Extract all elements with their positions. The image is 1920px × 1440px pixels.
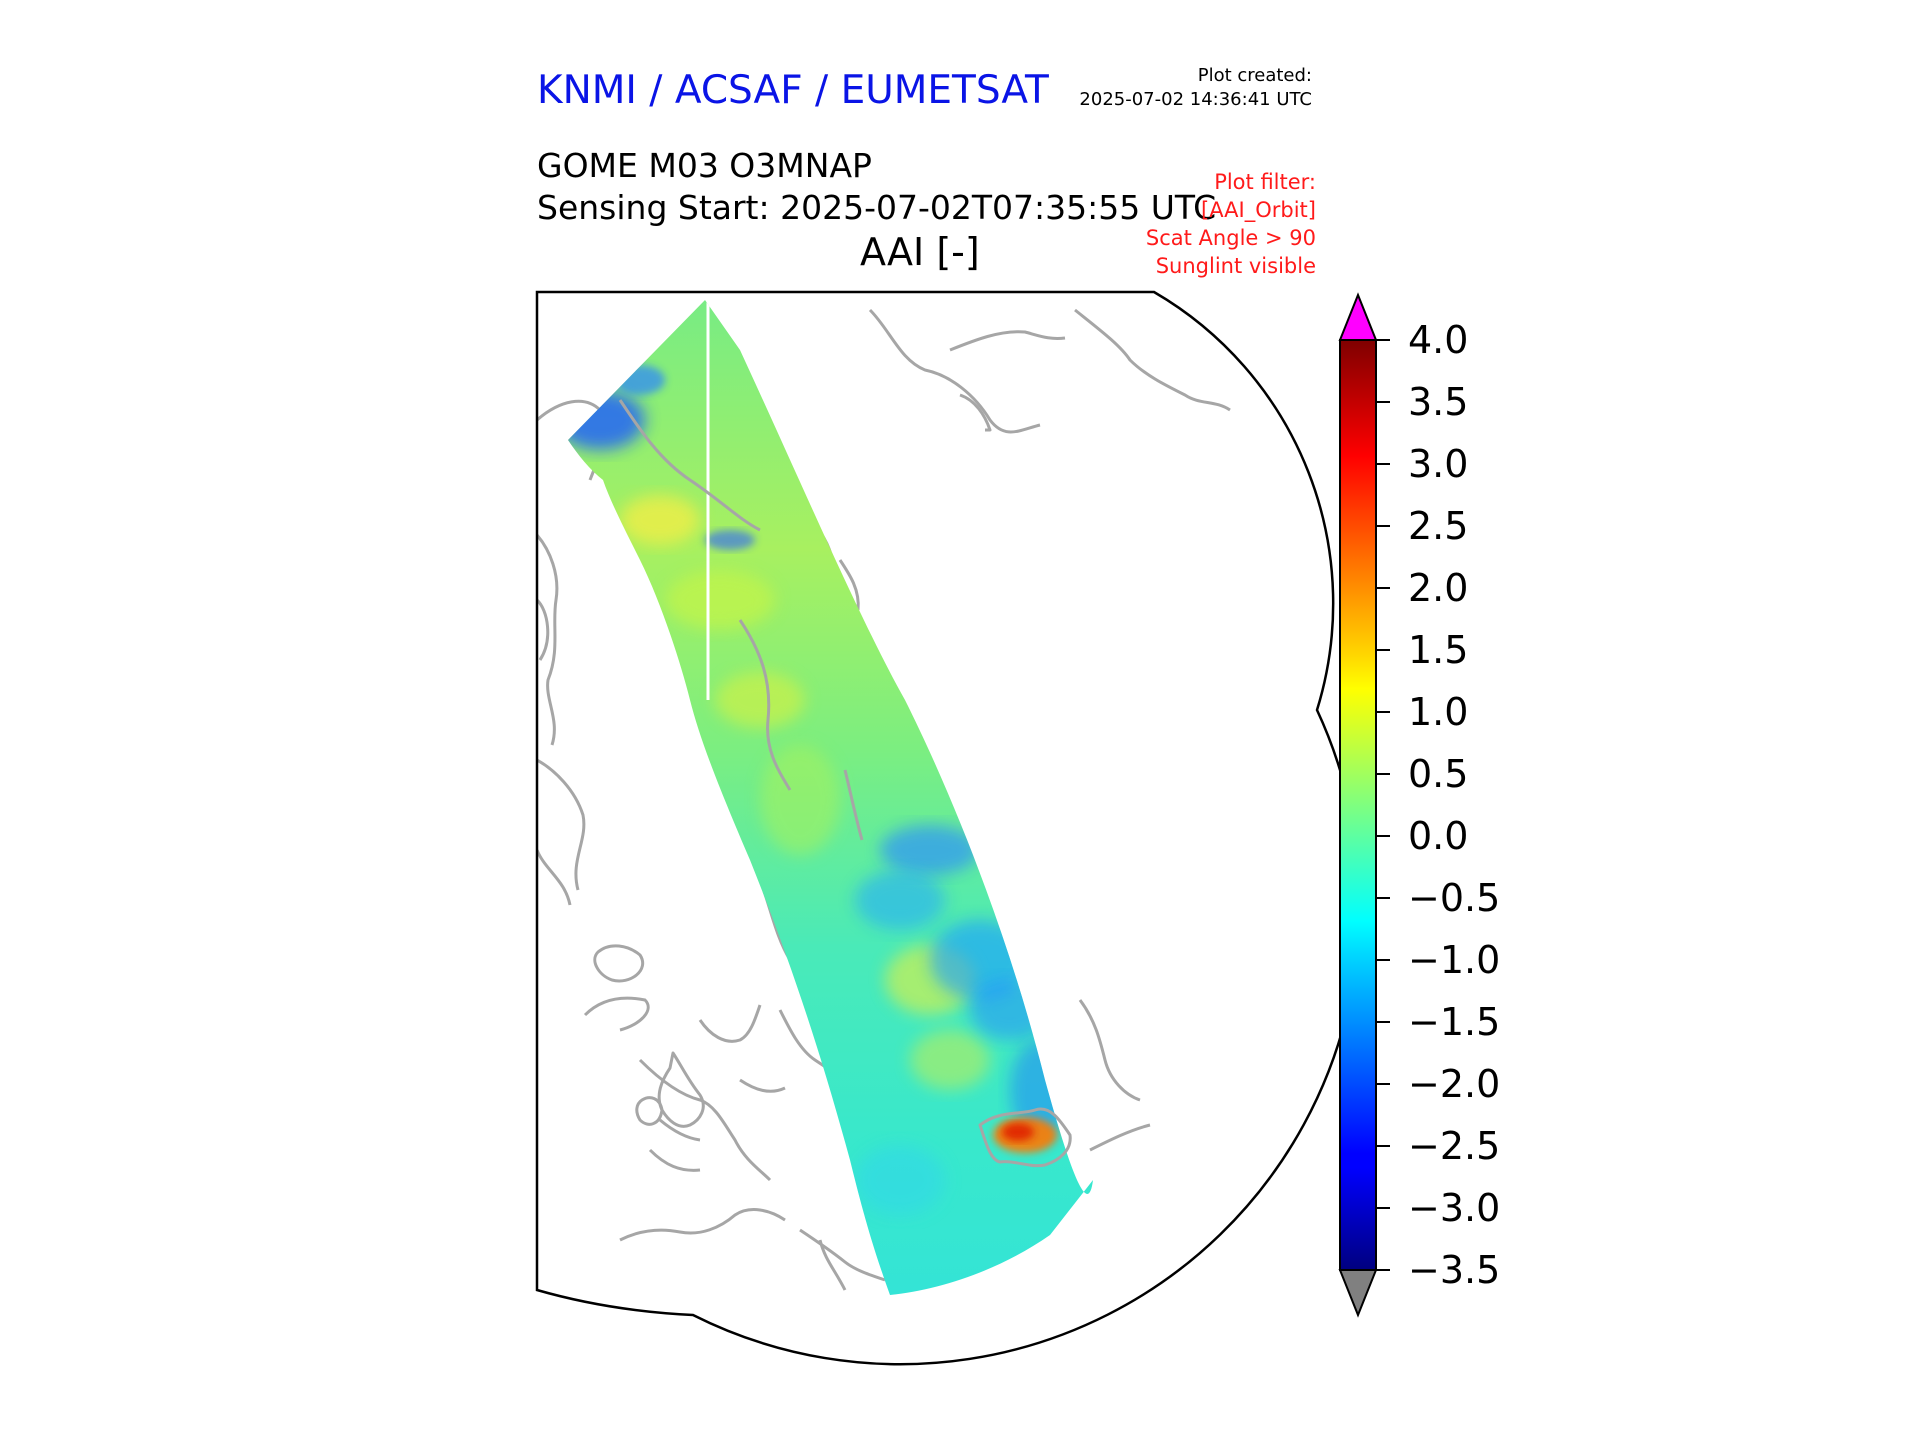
colorbar-tick-label: 0.0 [1408, 814, 1469, 858]
sensing-start: Sensing Start: 2025-07-02T07:35:55 UTC [537, 188, 1217, 227]
colorbar-tick-label: −3.0 [1408, 1186, 1501, 1230]
plot-filter-label: Plot filter: [1214, 170, 1316, 194]
plot-filter-sunglint: Sunglint visible [1155, 254, 1316, 278]
variable-title: AAI [-] [860, 230, 980, 274]
colorbar-tick-label: −2.0 [1408, 1062, 1501, 1106]
colorbar-tick-label: −1.5 [1408, 1000, 1501, 1044]
colorbar-tick-label: −0.5 [1408, 876, 1501, 920]
colorbar-over-arrow [1338, 292, 1378, 341]
plot-created-label: Plot created: [1197, 65, 1312, 86]
brand-title: KNMI / ACSAF / EUMETSAT [537, 68, 1049, 113]
colorbar-tick-label: 2.5 [1408, 504, 1469, 548]
plot-filter-scat-angle: Scat Angle > 90 [1145, 226, 1316, 250]
colorbar-tick-label: −1.0 [1408, 938, 1501, 982]
colorbar-tick-label: 1.5 [1408, 628, 1469, 672]
colorbar-tick-label: −2.5 [1408, 1124, 1501, 1168]
colorbar-tick-label: −3.5 [1408, 1248, 1501, 1292]
product-name: GOME M03 O3MNAP [537, 146, 872, 185]
colorbar-tick-label: 1.0 [1408, 690, 1469, 734]
plot-filter-orbit: [AAI_Orbit] [1201, 198, 1316, 222]
colorbar-tick-label: 2.0 [1408, 566, 1469, 610]
colorbar-under-arrow [1338, 1269, 1378, 1318]
colorbar-tick-label: 3.0 [1408, 442, 1469, 486]
plot-created-timestamp: 2025-07-02 14:36:41 UTC [1079, 89, 1312, 110]
colorbar-gradient [1339, 339, 1377, 1271]
map-frame [535, 290, 1362, 1366]
colorbar-tick-label: 0.5 [1408, 752, 1469, 796]
aai-swath [568, 300, 1093, 1295]
colorbar-tick-label: 3.5 [1408, 380, 1469, 424]
colorbar-tick-label: 4.0 [1408, 318, 1469, 362]
